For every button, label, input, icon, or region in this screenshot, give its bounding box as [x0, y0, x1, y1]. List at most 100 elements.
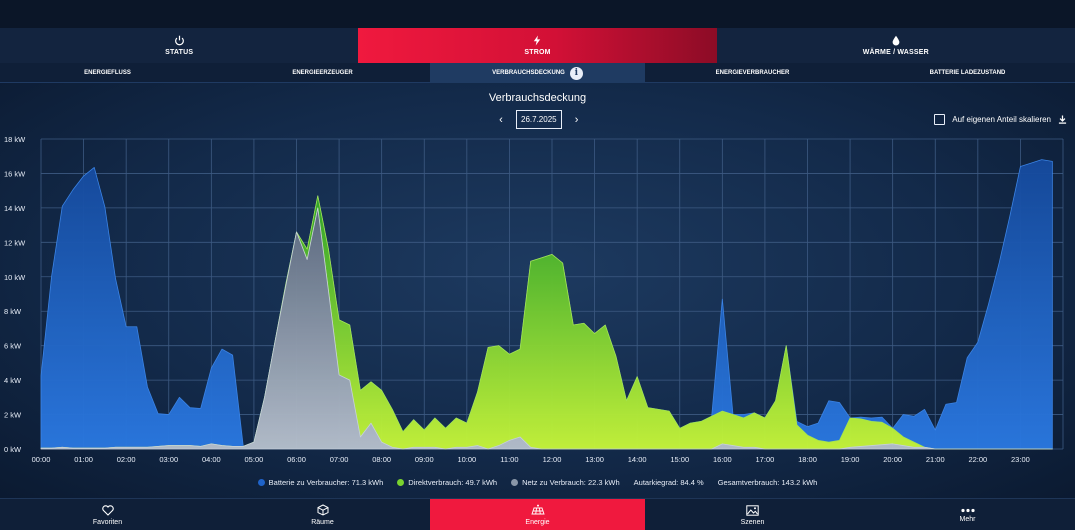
x-tick-label: 10:00 [457, 455, 476, 464]
x-tick-label: 18:00 [798, 455, 817, 464]
date-navigator: ‹ 26.7.2025 › [497, 110, 581, 129]
y-tick-label: 2 kW [4, 411, 22, 420]
legend-direct-label: Direktverbrauch: 49.7 kWh [408, 478, 498, 487]
x-tick-label: 19:00 [841, 455, 860, 464]
tab-waerme-wasser-label: WÄRME / WASSER [862, 49, 929, 56]
window-top-bar [0, 0, 1075, 28]
subtab-energieerzeuger[interactable]: ENERGIEERZEUGER [215, 63, 430, 83]
subtab-energieverbraucher-label: ENERGIEVERBRAUCHER [715, 70, 790, 76]
x-tick-label: 09:00 [415, 455, 434, 464]
x-tick-label: 08:00 [372, 455, 391, 464]
x-tick-label: 05:00 [245, 455, 264, 464]
legend-total-label: Gesamtverbrauch: 143.2 kWh [717, 478, 818, 487]
tab-strom-label: STROM [524, 49, 551, 56]
x-tick-label: 16:00 [713, 455, 732, 464]
sub-tab-bar: ENERGIEFLUSS ENERGIEERZEUGER VERBRAUCHSD… [0, 63, 1075, 83]
heart-icon [101, 504, 114, 516]
tab-waerme-wasser[interactable]: WÄRME / WASSER [717, 28, 1075, 63]
scale-checkbox[interactable] [934, 114, 946, 125]
legend-battery-label: Batterie zu Verbraucher: 71.3 kWh [268, 478, 384, 487]
x-tick-label: 06:00 [287, 455, 306, 464]
subtab-verbrauchsdeckung-label: VERBRAUCHSDECKUNG [492, 70, 565, 76]
legend-direct[interactable]: Direktverbrauch: 49.7 kWh [397, 478, 497, 487]
subtab-batterie-ladezustand[interactable]: BATTERIE LADEZUSTAND [860, 63, 1075, 83]
download-icon[interactable] [1058, 115, 1067, 124]
nav-favoriten[interactable]: Favoriten [0, 499, 215, 530]
chart-axes: 0 kW 2 kW 4 kW 6 kW 8 kW 10 kW 12 kW 14 kW 16 kW… [4, 135, 1030, 464]
tab-status[interactable]: STATUS [0, 28, 358, 63]
nav-mehr-label: Mehr [959, 515, 976, 523]
nav-raeume[interactable]: Räume [215, 499, 430, 530]
chart-legend: Batterie zu Verbraucher: 71.3 kWh Direkt… [0, 478, 1075, 487]
subtab-energiefluss-label: ENERGIEFLUSS [84, 70, 131, 76]
solar-panel-icon [530, 504, 545, 515]
x-tick-label: 12:00 [543, 455, 562, 464]
page-title: Verbrauchsdeckung [488, 92, 587, 104]
scale-option: Auf eigenen Anteil skalieren [934, 114, 1067, 125]
consumption-area-chart: 0 kW 2 kW 4 kW 6 kW 8 kW 10 kW 12 kW 14 kW 16 kW… [4, 135, 1064, 464]
x-tick-label: 15:00 [670, 455, 689, 464]
subtab-energieverbraucher[interactable]: ENERGIEVERBRAUCHER [645, 63, 860, 83]
info-icon[interactable]: i [569, 66, 583, 80]
nav-szenen[interactable]: Szenen [645, 499, 860, 530]
legend-total: Gesamtverbrauch: 143.2 kWh [718, 478, 818, 487]
x-tick-label: 14:00 [628, 455, 647, 464]
subtab-energiefluss[interactable]: ENERGIEFLUSS [0, 63, 215, 83]
lightning-icon [534, 35, 541, 46]
y-tick-label: 12 kW [4, 238, 26, 247]
x-tick-label: 02:00 [117, 455, 136, 464]
subtab-energieerzeuger-label: ENERGIEERZEUGER [292, 70, 353, 76]
date-field[interactable]: 26.7.2025 [516, 110, 562, 129]
legend-grid-swatch [511, 479, 519, 486]
chevron-left-icon[interactable]: ‹ [499, 113, 503, 126]
cube-icon [317, 504, 328, 516]
legend-battery-swatch [257, 479, 265, 486]
tab-status-label: STATUS [165, 49, 194, 56]
y-tick-label: 10 kW [4, 273, 26, 282]
y-tick-label: 6 kW [4, 342, 22, 351]
x-tick-label: 00:00 [32, 455, 51, 464]
x-tick-label: 23:00 [1011, 455, 1030, 464]
y-tick-label: 18 kW [4, 135, 26, 144]
nav-raeume-label: Räume [311, 519, 334, 526]
legend-autarky-label: Autarkiegrad: 84.4 % [633, 478, 704, 487]
subtab-batterie-ladezustand-label: BATTERIE LADEZUSTAND [929, 70, 1006, 76]
subtab-verbrauchsdeckung[interactable]: VERBRAUCHSDECKUNG i [430, 63, 645, 83]
y-tick-label: 16 kW [4, 169, 26, 178]
legend-grid-label: Netz zu Verbrauch: 22.3 kWh [522, 478, 620, 487]
x-tick-label: 20:00 [883, 455, 902, 464]
nav-energie-label: Energie [525, 519, 550, 526]
x-tick-label: 22:00 [968, 455, 987, 464]
main-tab-bar: STATUS STROM WÄRME / WASSER [0, 28, 1075, 63]
chevron-right-icon[interactable]: › [574, 113, 579, 126]
nav-mehr[interactable]: Mehr [860, 499, 1075, 530]
dots-icon [960, 508, 975, 512]
scale-option-label: Auf eigenen Anteil skalieren [952, 115, 1051, 124]
chart-areas [40, 159, 1053, 450]
x-tick-label: 21:00 [926, 455, 945, 464]
legend-grid[interactable]: Netz zu Verbrauch: 22.3 kWh [511, 478, 620, 487]
x-tick-label: 11:00 [500, 455, 518, 464]
nav-energie[interactable]: Energie [430, 499, 645, 530]
x-tick-label: 03:00 [159, 455, 178, 464]
legend-direct-swatch [397, 479, 405, 486]
y-tick-label: 0 kW [4, 445, 22, 454]
water-drop-icon [892, 35, 900, 46]
x-tick-label: 04:00 [202, 455, 221, 464]
y-tick-label: 14 kW [4, 204, 26, 213]
x-tick-label: 01:00 [74, 455, 93, 464]
legend-autarky: Autarkiegrad: 84.4 % [634, 478, 704, 487]
nav-szenen-label: Szenen [740, 518, 765, 526]
x-tick-label: 13:00 [585, 455, 604, 464]
nav-favoriten-label: Favoriten [92, 518, 123, 526]
y-tick-label: 8 kW [4, 307, 22, 316]
image-icon [746, 504, 759, 516]
y-tick-label: 4 kW [4, 376, 22, 385]
x-tick-label: 17:00 [756, 455, 775, 464]
x-tick-label: 07:00 [330, 455, 349, 464]
power-icon [174, 35, 184, 46]
tab-strom[interactable]: STROM [358, 28, 717, 63]
legend-battery[interactable]: Batterie zu Verbraucher: 71.3 kWh [257, 478, 384, 487]
area-grid-to-consumer [40, 207, 1053, 450]
bottom-nav: Favoriten Räume Energie Szenen Mehr [0, 498, 1075, 530]
